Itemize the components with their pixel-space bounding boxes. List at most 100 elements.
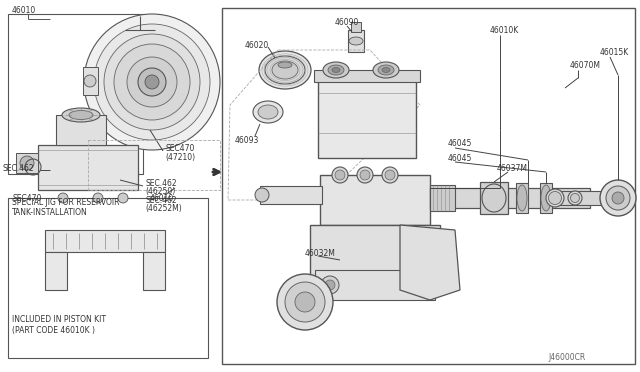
Bar (430, 188, 590, 208)
Text: 46070M: 46070M (570, 61, 601, 70)
Bar (16, 153, 38, 173)
Bar (260, 186, 322, 204)
Bar (45, 230, 165, 252)
Ellipse shape (373, 62, 399, 78)
Bar (540, 183, 552, 213)
Text: 46010: 46010 (12, 6, 36, 15)
Bar (480, 182, 508, 214)
Text: TANK-INSTALLATION: TANK-INSTALLATION (12, 208, 88, 217)
Bar (516, 183, 528, 213)
Circle shape (277, 274, 333, 330)
Bar (38, 145, 138, 190)
Circle shape (321, 276, 339, 294)
Circle shape (114, 44, 190, 120)
Circle shape (385, 170, 395, 180)
Text: (PART CODE 46010K ): (PART CODE 46010K ) (12, 326, 95, 334)
Circle shape (335, 170, 345, 180)
Text: SPECIAL JIG FOR RESERVOIR: SPECIAL JIG FOR RESERVOIR (12, 198, 120, 206)
Circle shape (58, 193, 68, 203)
Circle shape (118, 193, 128, 203)
Ellipse shape (349, 37, 363, 45)
Circle shape (411, 276, 429, 294)
Bar (315, 270, 435, 300)
Bar (310, 225, 440, 290)
Ellipse shape (546, 189, 564, 207)
Ellipse shape (323, 62, 349, 78)
Circle shape (94, 24, 210, 140)
Text: 46093: 46093 (235, 135, 259, 144)
Text: (46250): (46250) (145, 186, 175, 196)
Bar (8, 198, 208, 358)
Circle shape (325, 280, 335, 290)
Ellipse shape (517, 185, 527, 211)
Ellipse shape (548, 192, 561, 205)
Text: SEC.462: SEC.462 (145, 196, 177, 205)
Text: 46090: 46090 (335, 17, 360, 26)
Text: 46010K: 46010K (490, 26, 519, 35)
Circle shape (415, 280, 425, 290)
Ellipse shape (253, 101, 283, 123)
Ellipse shape (328, 65, 344, 75)
Circle shape (382, 167, 398, 183)
Bar (56, 115, 106, 145)
Polygon shape (400, 225, 460, 300)
Ellipse shape (272, 61, 298, 79)
Ellipse shape (382, 67, 390, 73)
Text: 46020: 46020 (245, 41, 269, 49)
Text: INCLUDED IN PISTON KIT: INCLUDED IN PISTON KIT (12, 315, 106, 324)
Circle shape (360, 170, 370, 180)
Bar (351, 22, 361, 32)
Ellipse shape (62, 108, 100, 122)
Ellipse shape (332, 67, 340, 73)
Circle shape (612, 192, 624, 204)
Text: J46000CR: J46000CR (548, 353, 585, 362)
Text: SEC.462: SEC.462 (145, 179, 177, 187)
Bar (222, 8, 635, 364)
Text: (47210): (47210) (165, 153, 195, 161)
Circle shape (84, 75, 96, 87)
Circle shape (606, 186, 630, 210)
Text: 46045: 46045 (448, 154, 472, 163)
Ellipse shape (69, 110, 93, 119)
Circle shape (332, 167, 348, 183)
Circle shape (357, 167, 373, 183)
Ellipse shape (568, 191, 582, 205)
Circle shape (285, 282, 325, 322)
Text: 46032M: 46032M (305, 248, 336, 257)
Bar (320, 175, 430, 225)
Text: SEC.462: SEC.462 (2, 164, 34, 173)
Text: 46010: 46010 (150, 193, 174, 202)
Circle shape (93, 193, 103, 203)
Ellipse shape (482, 184, 506, 212)
Text: 46045: 46045 (448, 138, 472, 148)
Bar (555, 191, 610, 205)
Bar (83, 67, 98, 95)
Bar (318, 78, 416, 158)
Text: SEC470: SEC470 (165, 144, 195, 153)
Ellipse shape (541, 185, 551, 211)
Circle shape (145, 75, 159, 89)
Circle shape (600, 180, 636, 216)
Ellipse shape (570, 193, 579, 202)
Ellipse shape (278, 62, 292, 68)
Text: 46037M: 46037M (497, 164, 528, 173)
Circle shape (295, 292, 315, 312)
Text: SEC470: SEC470 (12, 193, 42, 202)
Bar (143, 252, 165, 290)
Bar (430, 185, 455, 211)
Bar (314, 70, 420, 82)
Ellipse shape (258, 105, 278, 119)
Ellipse shape (259, 51, 311, 89)
Ellipse shape (378, 65, 394, 75)
Circle shape (138, 68, 166, 96)
Bar (348, 30, 364, 52)
Bar (8, 14, 143, 174)
Circle shape (20, 156, 34, 170)
Bar (45, 252, 67, 290)
Circle shape (104, 34, 200, 130)
Ellipse shape (265, 56, 305, 84)
Ellipse shape (255, 188, 269, 202)
Circle shape (84, 14, 220, 150)
Text: 46015K: 46015K (600, 48, 629, 57)
Text: (46252M): (46252M) (145, 203, 182, 212)
